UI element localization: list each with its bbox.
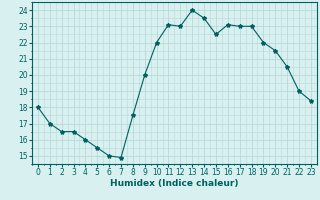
X-axis label: Humidex (Indice chaleur): Humidex (Indice chaleur) <box>110 179 239 188</box>
